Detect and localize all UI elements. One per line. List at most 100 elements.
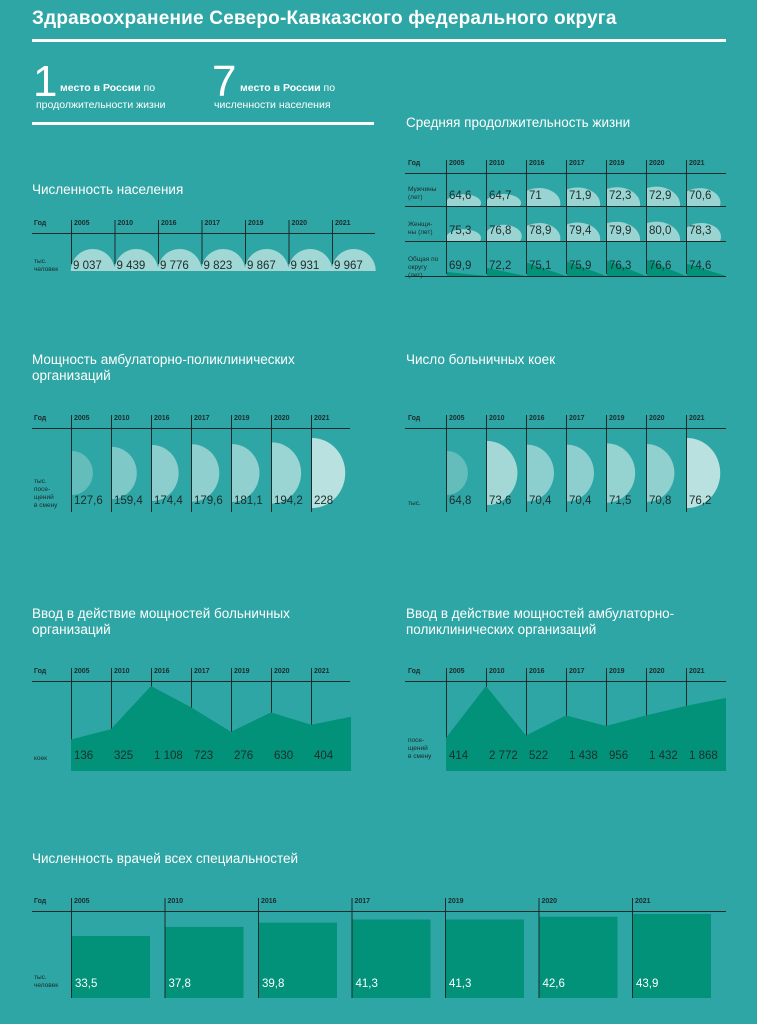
ambulatory-value-2016: 174,4 (154, 495, 183, 507)
life-row-label-0: Мужчины (лет) (408, 186, 437, 201)
life-col-divider (686, 160, 687, 274)
doctors-value-2021: 43,9 (636, 978, 659, 990)
beds-bar-2016 (527, 444, 554, 502)
hospital_input-col-divider (71, 668, 72, 771)
ambulatory-value-2010: 159,4 (114, 495, 143, 507)
amb_input-value-2010: 2 772 (489, 750, 518, 762)
doctors-year-2019: 2019 (448, 898, 464, 905)
amb_input-year-2016: 2016 (529, 668, 545, 675)
beds-year-2010: 2010 (489, 415, 505, 422)
life-year-2016: 2016 (529, 160, 545, 167)
hospital_input-header-line (32, 681, 350, 682)
rank-2-text: место в России по (240, 80, 335, 97)
amb_input-value-2020: 1 432 (649, 750, 678, 762)
amb_input-value-2016: 522 (529, 750, 549, 762)
population-col-divider (245, 220, 246, 264)
life-value-1-2017: 79,4 (569, 225, 592, 237)
beds-value-2017: 70,4 (569, 495, 592, 507)
life-value-1-2010: 76,8 (489, 225, 512, 237)
ambulatory-col-divider (231, 415, 232, 512)
life-value-0-2021: 70,6 (689, 190, 712, 202)
population-value-2017: 9 823 (203, 260, 233, 272)
life-header-line (405, 173, 726, 174)
amb-input-title: Ввод в действие мощностей амбулаторно-по… (406, 606, 675, 637)
doctors-year-2010: 2010 (167, 898, 184, 905)
amb_input-col-divider (606, 668, 607, 771)
title-underline (32, 39, 726, 42)
hospital_input-year-2019: 2019 (234, 668, 250, 675)
population-col-divider (288, 220, 290, 264)
beds-col-divider (526, 415, 527, 512)
population-year-2016: 2016 (161, 220, 177, 227)
life-value-2-2010: 72,2 (489, 260, 512, 272)
beds-value-2016: 70,4 (529, 495, 552, 507)
hospital_input-unit: коек (34, 755, 47, 762)
beds-col-divider (606, 415, 607, 512)
life-row-label-1: Женщи-ны (лет) (408, 221, 433, 236)
ambulatory-bar-2010 (112, 446, 137, 500)
ambulatory-value-2021: 228 (314, 495, 334, 507)
amb_input-year-2021: 2021 (689, 668, 705, 675)
rank-2-rest: по (320, 82, 336, 94)
hospital_input-value-2010: 325 (114, 750, 134, 762)
ranks-underline (32, 122, 374, 125)
hospital_input-year-2017: 2017 (194, 668, 210, 675)
hospital_input-col-divider (191, 668, 192, 771)
life-year-2021: 2021 (689, 160, 705, 167)
life-value-1-2020: 80,0 (649, 225, 672, 237)
doctors-col-divider (445, 898, 446, 998)
beds-bar-2005 (447, 451, 468, 495)
beds-col-divider (486, 415, 487, 512)
amb_input-year-2010: 2010 (489, 668, 505, 675)
rank-1-bold: место в России (60, 82, 141, 94)
beds-bar-2020 (647, 444, 675, 502)
life-col-divider (606, 160, 607, 274)
amb_input-col-divider (686, 668, 687, 771)
doctors-value-2020: 42,6 (542, 978, 565, 990)
doctors-unit: тыс. человек (34, 974, 59, 989)
amb_input-unit: посе-щений в смену (408, 737, 432, 760)
life-year-2019: 2019 (609, 160, 625, 167)
ambulatory-value-2005: 127,6 (74, 495, 103, 507)
page-title: Здравоохранение Северо-Кавказского федер… (32, 8, 617, 29)
ambulatory-year-2017: 2017 (194, 415, 210, 422)
ambulatory-col-divider (151, 415, 152, 512)
amb_input-value-2021: 1 868 (689, 750, 718, 762)
life-value-1-2021: 78,3 (689, 225, 712, 237)
doctors-value-2005: 33,5 (75, 978, 98, 990)
amb_input-col-divider (486, 668, 487, 771)
ambulatory-col-divider (191, 415, 192, 512)
rank-1-number: 1 (33, 57, 58, 106)
amb_input-year-2017: 2017 (569, 668, 585, 675)
rank-1-line2: продолжительности жизни (36, 99, 166, 111)
beds-header-line (405, 428, 726, 429)
amb_input-year-2005: 2005 (449, 668, 465, 675)
doctors-year-2021: 2021 (635, 898, 651, 905)
beds-col-divider (686, 415, 687, 512)
life-value-2-2016: 75,1 (529, 260, 552, 272)
doctors-title: Численность врачей всех специальностей (32, 851, 299, 866)
hospital_input-year-label: Год (34, 668, 47, 675)
life-value-2-2020: 76,6 (649, 260, 672, 272)
life-year-2020: 2020 (649, 160, 665, 167)
doctors-year-2005: 2005 (74, 898, 90, 905)
ambulatory-bar-2017 (192, 444, 220, 502)
population-year-2021: 2021 (335, 220, 351, 227)
ambulatory-col-divider (111, 415, 112, 512)
population-value-2021: 9 967 (334, 260, 363, 272)
doctors-value-2017: 41,3 (355, 978, 378, 990)
beds-year-2005: 2005 (449, 415, 465, 422)
population-value-2016: 9 776 (160, 260, 189, 272)
life-value-0-2019: 72,3 (609, 190, 632, 202)
amb_input-year-label: Год (408, 668, 421, 675)
ambulatory-header-line (32, 428, 350, 429)
life-row-label-2: Общая по округу (лет) (408, 256, 439, 279)
population-col-divider (114, 220, 116, 264)
ambulatory-value-2019: 181,1 (234, 495, 263, 507)
rank-2-number: 7 (212, 57, 237, 106)
population-value-2005: 9 037 (73, 260, 102, 272)
doctors-year-2020: 2020 (541, 898, 558, 905)
population-year-2017: 2017 (204, 220, 221, 227)
life-year-label: Год (408, 160, 421, 167)
beds-year-2017: 2017 (569, 415, 585, 422)
